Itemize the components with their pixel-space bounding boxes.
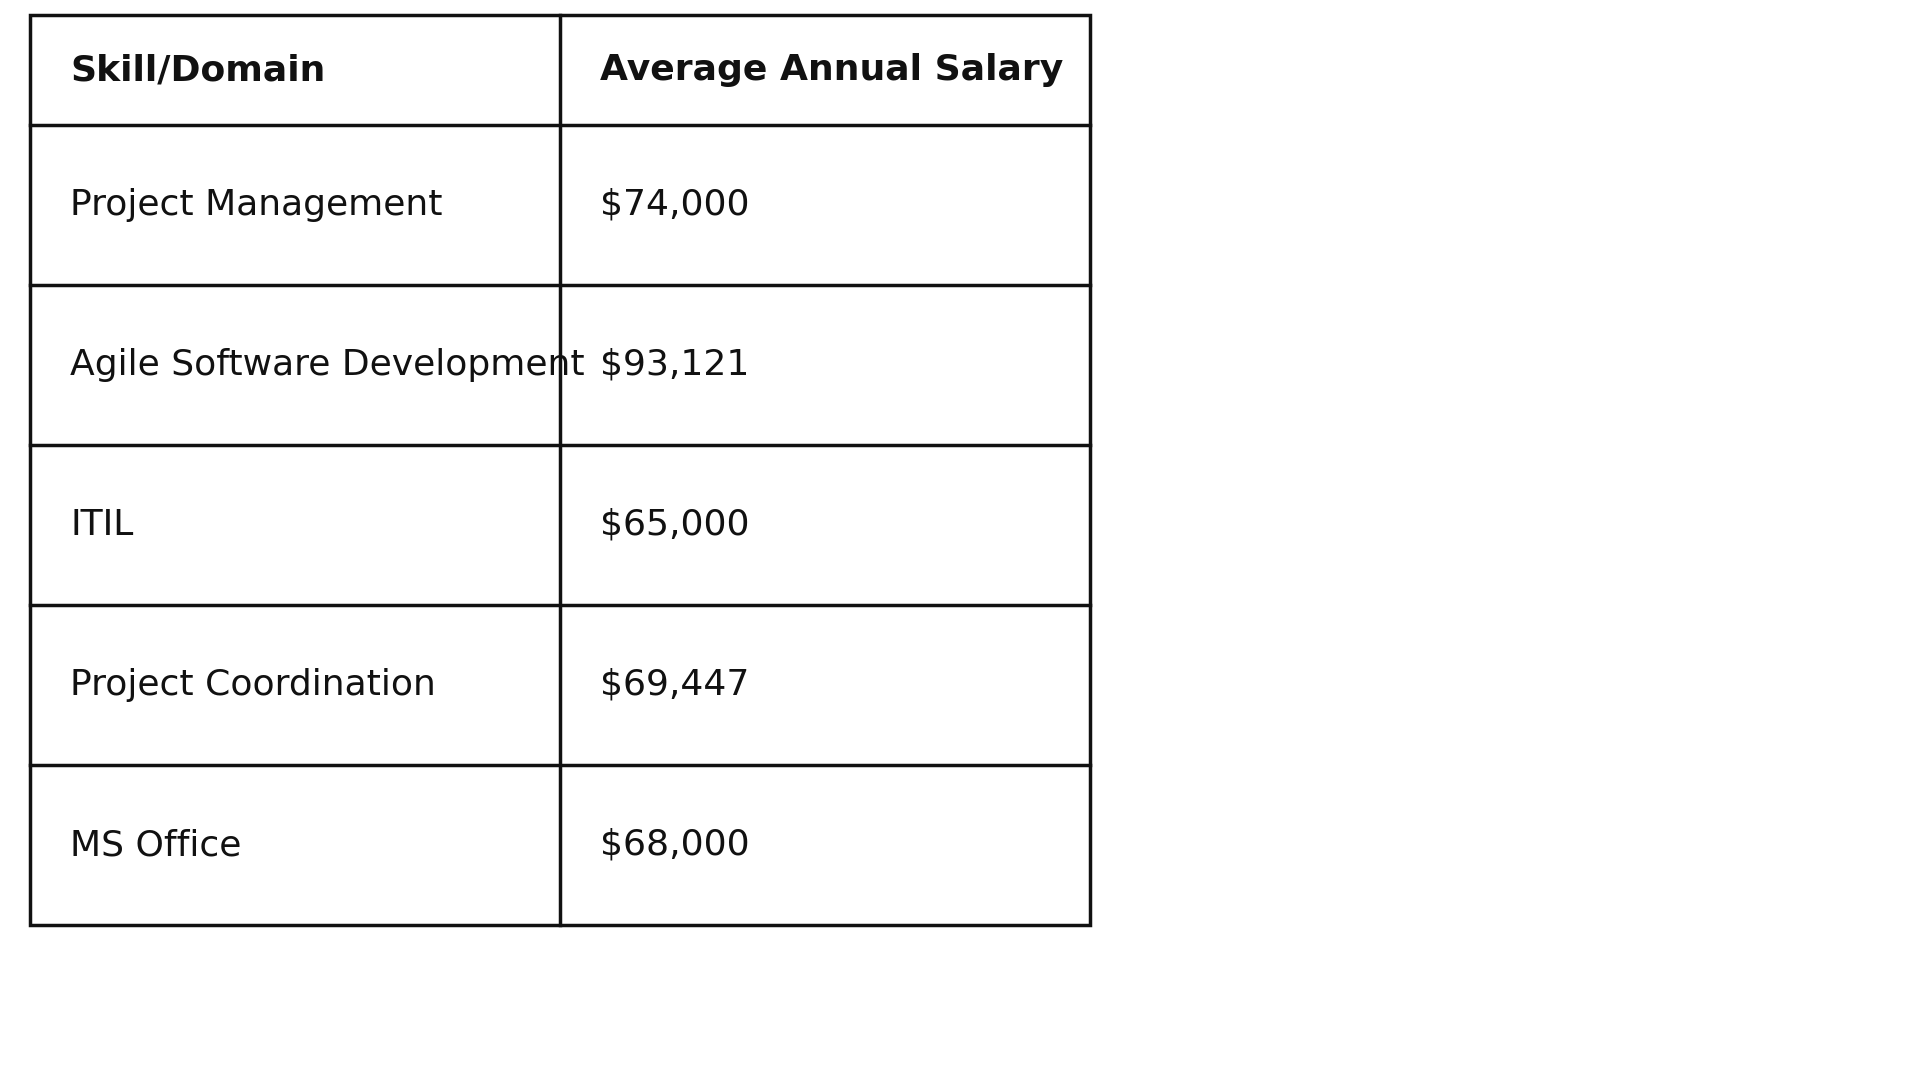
Text: $68,000: $68,000 [599,828,749,862]
Text: $69,447: $69,447 [599,669,749,702]
Text: $65,000: $65,000 [599,508,749,542]
Text: Project Coordination: Project Coordination [69,669,436,702]
Bar [31,15,1091,924]
Text: Skill/Domain: Skill/Domain [69,53,324,87]
Text: Agile Software Development: Agile Software Development [69,348,584,382]
Text: Project Management: Project Management [69,188,442,222]
Text: Average Annual Salary: Average Annual Salary [599,53,1064,87]
Text: MS Office: MS Office [69,828,242,862]
Text: $93,121: $93,121 [599,348,749,382]
Text: ITIL: ITIL [69,508,132,542]
Text: $74,000: $74,000 [599,188,749,222]
